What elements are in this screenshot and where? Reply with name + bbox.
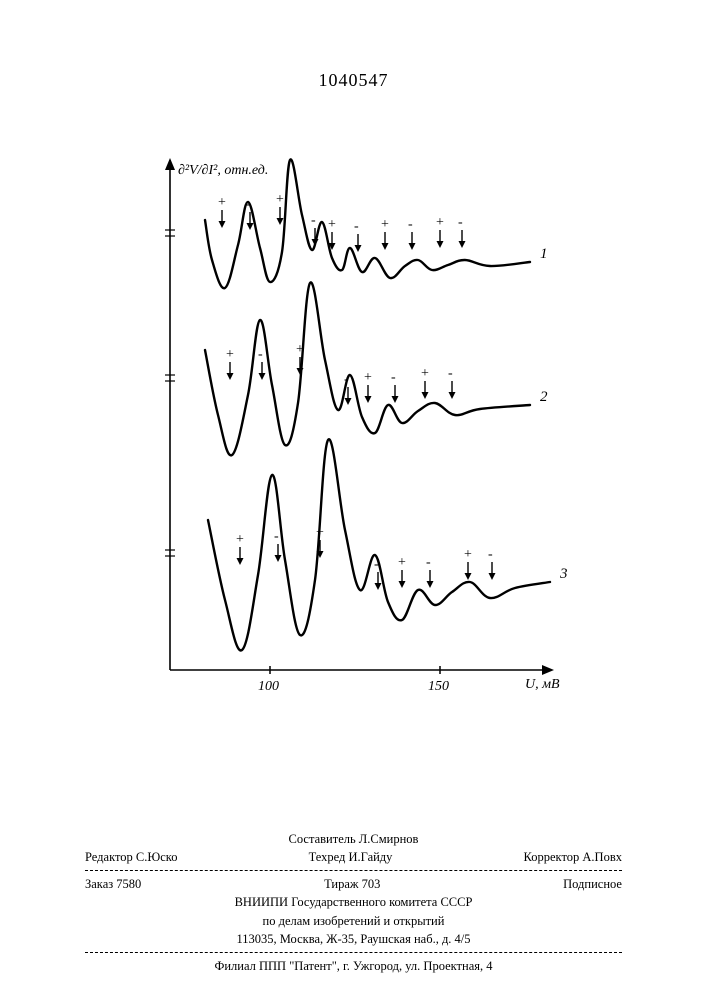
divider-2 xyxy=(85,952,622,953)
svg-text:-: - xyxy=(311,213,316,228)
svg-text:-: - xyxy=(426,555,431,570)
svg-text:+: + xyxy=(436,215,444,230)
divider-1 xyxy=(85,870,622,871)
tech-editor-text: Техред И.Гайду xyxy=(309,848,393,866)
svg-text:+: + xyxy=(398,555,406,570)
svg-text:-: - xyxy=(258,347,263,362)
svg-text:+: + xyxy=(381,217,389,232)
svg-text:-: - xyxy=(448,366,453,381)
svg-text:-: - xyxy=(274,529,279,544)
svg-text:2: 2 xyxy=(540,389,548,405)
svg-text:+: + xyxy=(276,192,284,207)
corrector-text: Корректор А.Повх xyxy=(524,848,622,866)
svg-text:+: + xyxy=(421,366,429,381)
circulation-text: Тираж 703 xyxy=(324,875,380,893)
org2-text: по делам изобретений и открытий xyxy=(85,912,622,930)
subscription-text: Подписное xyxy=(563,875,622,893)
svg-text:+: + xyxy=(218,195,226,210)
svg-text:U, мВ: U, мВ xyxy=(525,677,560,692)
svg-text:+: + xyxy=(316,525,324,540)
svg-text:150: 150 xyxy=(428,679,449,694)
svg-text:100: 100 xyxy=(258,679,279,694)
svg-text:∂²V/∂I², отн.ед.: ∂²V/∂I², отн.ед. xyxy=(178,163,268,178)
svg-text:-: - xyxy=(354,219,359,234)
svg-text:+: + xyxy=(328,217,336,232)
svg-text:+: + xyxy=(226,347,234,362)
svg-text:+: + xyxy=(364,370,372,385)
chart-figure: ∂²V/∂I², отн.ед.U, мВ1001501+-+-+-+-+-2+… xyxy=(140,150,570,710)
chart-svg: ∂²V/∂I², отн.ед.U, мВ1001501+-+-+-+-+-2+… xyxy=(140,150,570,710)
svg-text:-: - xyxy=(374,557,379,572)
editor-text: Редактор С.Юско xyxy=(85,848,177,866)
svg-text:-: - xyxy=(458,215,463,230)
staff-row: Редактор С.Юско Техред И.Гайду Корректор… xyxy=(85,848,622,866)
order-row: Заказ 7580 Тираж 703 Подписное xyxy=(85,875,622,893)
compiler-line: Составитель Л.Смирнов xyxy=(85,830,622,848)
svg-text:-: - xyxy=(246,197,251,212)
svg-text:-: - xyxy=(391,370,396,385)
svg-text:+: + xyxy=(464,547,472,562)
svg-text:+: + xyxy=(236,532,244,547)
svg-text:1: 1 xyxy=(540,246,548,262)
page-number: 1040547 xyxy=(319,70,389,91)
svg-text:3: 3 xyxy=(559,566,568,582)
address1-text: 113035, Москва, Ж-35, Раушская наб., д. … xyxy=(85,930,622,948)
svg-text:-: - xyxy=(344,372,349,387)
branch-text: Филиал ППП "Патент", г. Ужгород, ул. Про… xyxy=(85,957,622,975)
svg-text:-: - xyxy=(408,217,413,232)
svg-text:+: + xyxy=(296,342,304,357)
svg-text:-: - xyxy=(488,547,493,562)
footer-block: Составитель Л.Смирнов Редактор С.Юско Те… xyxy=(85,830,622,975)
order-text: Заказ 7580 xyxy=(85,875,141,893)
org1-text: ВНИИПИ Государственного комитета СССР xyxy=(85,893,622,911)
